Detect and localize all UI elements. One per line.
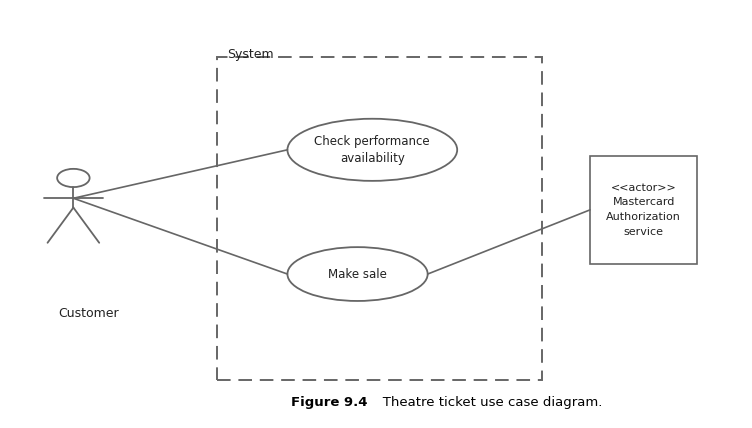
Text: <<actor>>
Mastercard
Authorization
service: <<actor>> Mastercard Authorization servi… bbox=[606, 183, 681, 237]
Text: Customer: Customer bbox=[59, 307, 120, 320]
Text: System: System bbox=[227, 48, 274, 61]
Ellipse shape bbox=[287, 119, 457, 181]
Text: Check performance
availability: Check performance availability bbox=[314, 135, 430, 165]
Bar bbox=[590, 156, 697, 264]
Text: Make sale: Make sale bbox=[328, 268, 387, 280]
Bar bbox=[217, 56, 542, 380]
Ellipse shape bbox=[287, 247, 428, 301]
Text: Figure 9.4: Figure 9.4 bbox=[291, 395, 368, 409]
Text: Theatre ticket use case diagram.: Theatre ticket use case diagram. bbox=[370, 395, 602, 409]
